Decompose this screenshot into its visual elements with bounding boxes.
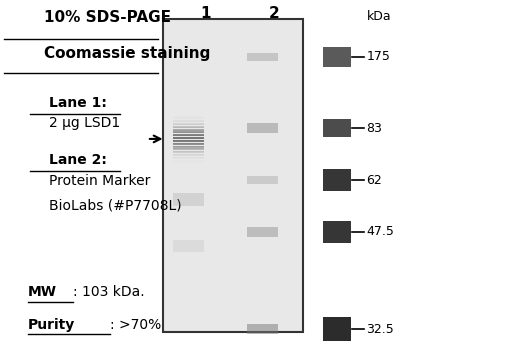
Text: Lane 1:: Lane 1: [49,96,107,110]
Bar [323,169,351,191]
Text: : >70%: : >70% [110,318,161,332]
Bar [173,126,204,127]
Text: 32.5: 32.5 [367,323,394,336]
Bar [173,124,204,125]
Bar [247,123,278,133]
Bar [323,317,351,342]
Text: : 103 kDa.: : 103 kDa. [73,285,145,300]
Bar [173,123,204,124]
Bar [173,144,204,145]
Bar [173,138,204,139]
Text: Purity: Purity [28,318,75,332]
Bar [173,143,204,144]
Bar [173,155,204,156]
Text: 1: 1 [200,6,210,21]
Text: 83: 83 [367,122,383,135]
Bar [173,132,204,133]
Text: Lane 2:: Lane 2: [49,153,107,167]
Bar [173,130,204,131]
Text: 2: 2 [269,6,279,21]
Bar [173,149,204,150]
Bar [173,152,204,153]
Bar [173,160,204,161]
Bar [173,120,204,121]
Bar [247,324,278,334]
Bar [173,193,204,206]
Bar [173,240,204,252]
Bar [323,47,351,67]
Bar [173,157,204,158]
Text: 47.5: 47.5 [367,225,394,238]
Text: Coomassie staining: Coomassie staining [44,46,210,61]
Bar [173,121,204,122]
Text: BioLabs (#P7708L): BioLabs (#P7708L) [49,199,181,212]
Bar [173,161,204,162]
Text: Protein Marker: Protein Marker [49,174,151,188]
Text: MW: MW [28,285,57,300]
Text: 62: 62 [367,174,383,186]
Text: 10% SDS-PAGE: 10% SDS-PAGE [44,10,171,25]
Bar [173,136,204,138]
Text: kDa: kDa [367,10,391,23]
Bar [163,19,303,332]
Text: 2 μg LSD1: 2 μg LSD1 [49,116,120,130]
Bar [173,150,204,152]
Bar [173,146,204,147]
Bar [173,118,204,119]
Bar [247,53,278,61]
Bar [173,148,204,149]
Bar [247,227,278,237]
Bar [173,154,204,155]
Bar [173,134,204,135]
Bar [323,119,351,137]
Text: 175: 175 [367,50,390,63]
Bar [173,127,204,129]
Bar [173,141,204,143]
Bar [173,117,204,118]
Bar [173,135,204,136]
Bar [247,176,278,184]
Bar [323,221,351,243]
Bar [173,129,204,130]
Bar [173,140,204,141]
Bar [173,158,204,159]
